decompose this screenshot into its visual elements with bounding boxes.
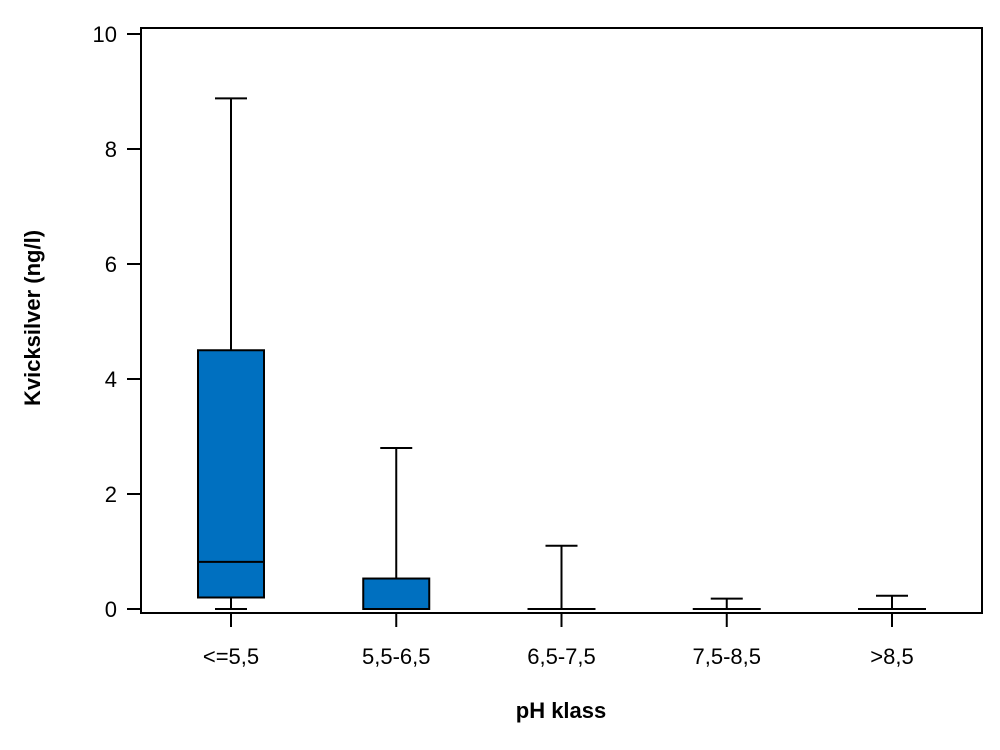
box-group (362, 447, 431, 611)
y-tick-label: 4 (105, 367, 117, 392)
x-axis: <=5,5 5,5-6,5 6,5-7,5 7,5-8,5 >8,5 (203, 613, 914, 669)
y-tick-label: 8 (105, 137, 117, 162)
x-tick-label: 6,5-7,5 (527, 644, 596, 669)
x-tick-label: 7,5-8,5 (693, 644, 762, 669)
x-axis-title: pH klass (516, 698, 607, 723)
box-group (858, 594, 926, 611)
box-series (197, 97, 926, 611)
y-tick-label: 10 (93, 22, 117, 47)
y-tick-label: 0 (105, 597, 117, 622)
y-tick-label: 2 (105, 482, 117, 507)
x-tick-label: 5,5-6,5 (362, 644, 431, 669)
box-group (692, 597, 761, 611)
iqr-box (362, 577, 431, 611)
x-tick-label: <=5,5 (203, 644, 259, 669)
x-tick-label: >8,5 (870, 644, 913, 669)
plot-frame (140, 27, 983, 614)
y-axis: 0 2 4 6 8 10 (93, 22, 141, 622)
y-tick-label: 6 (105, 252, 117, 277)
y-axis-title: Kvicksilver (ng/l) (20, 230, 45, 406)
box-group (197, 97, 265, 610)
box-group (527, 544, 596, 611)
iqr-box (197, 349, 265, 599)
